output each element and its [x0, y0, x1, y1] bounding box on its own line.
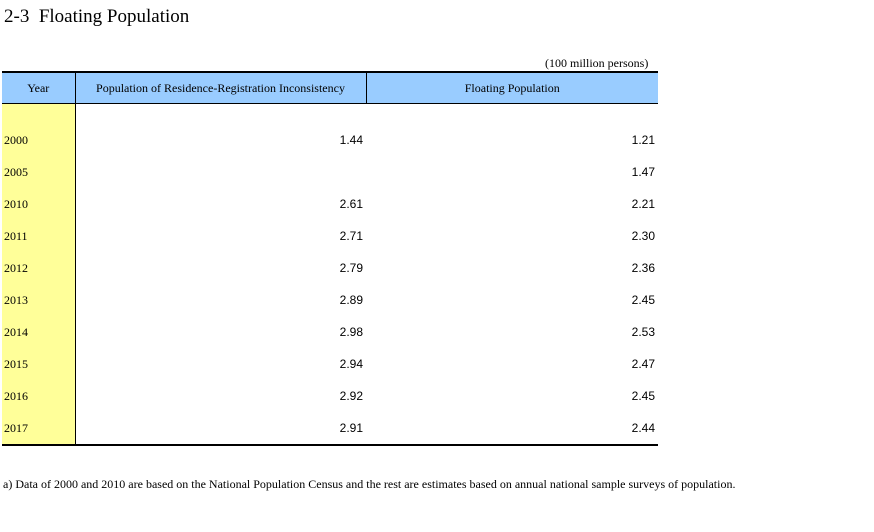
- year-cell: 2010: [2, 188, 76, 220]
- header-inconsistency: Population of Residence-Registration Inc…: [75, 71, 367, 104]
- year-cell: 2005: [2, 156, 76, 188]
- inconsistency-cell: 2.89: [339, 293, 363, 307]
- inconsistency-cell: 2.91: [75, 412, 366, 446]
- inconsistency-cell: 2.94: [339, 357, 363, 371]
- floating-cell: 1.21: [631, 133, 655, 147]
- header-row: Year Population of Residence-Registratio…: [2, 71, 658, 104]
- header-year: Year: [2, 71, 76, 104]
- inconsistency-cell: 2.71: [339, 229, 363, 243]
- inconsistency-cell: 2.98: [339, 325, 363, 339]
- floating-cell: 2.45: [631, 293, 655, 307]
- page-title: 2-3 Floating Population: [4, 6, 190, 27]
- unit-note: (100 million persons): [545, 56, 649, 70]
- table-row: 2013 2.89 2.45: [2, 284, 658, 316]
- floating-cell: 2.44: [366, 412, 658, 446]
- inconsistency-cell: 1.44: [339, 133, 363, 147]
- floating-cell: 2.21: [631, 197, 655, 211]
- table-row: 2010 2.61 2.21: [2, 188, 658, 220]
- inconsistency-cell: [75, 156, 366, 188]
- table-row: 2012 2.79 2.36: [2, 252, 658, 284]
- floating-cell: 2.36: [631, 261, 655, 275]
- year-cell: 2016: [2, 380, 76, 412]
- year-cell: 2011: [2, 220, 76, 252]
- table-row: 2014 2.98 2.53: [2, 316, 658, 348]
- footnote: a) Data of 2000 and 2010 are based on th…: [3, 477, 736, 491]
- inconsistency-cell: 2.61: [339, 197, 363, 211]
- year-cell: 2017: [2, 412, 76, 446]
- year-cell: 2012: [2, 252, 76, 284]
- floating-cell: 2.30: [631, 229, 655, 243]
- inconsistency-cell: 2.92: [339, 389, 363, 403]
- table-row: 2015 2.94 2.47: [2, 348, 658, 380]
- table-row: 2011 2.71 2.30: [2, 220, 658, 252]
- year-cell: 2000: [2, 124, 76, 156]
- inconsistency-cell: 2.79: [339, 261, 363, 275]
- floating-cell: 2.53: [631, 325, 655, 339]
- table-row: 2017 2.91 2.44: [2, 412, 658, 446]
- year-cell: 2013: [2, 284, 76, 316]
- population-table: Year Population of Residence-Registratio…: [2, 71, 658, 446]
- spacer-row: [2, 103, 658, 124]
- year-cell: 2014: [2, 316, 76, 348]
- floating-cell: 2.47: [631, 357, 655, 371]
- floating-cell: 1.47: [631, 165, 655, 179]
- table-row: 2000 1.44 1.21: [2, 124, 658, 156]
- header-floating: Floating Population: [366, 71, 658, 104]
- table-row: 2005 1.47: [2, 156, 658, 188]
- table-row: 2016 2.92 2.45: [2, 380, 658, 412]
- year-cell: 2015: [2, 348, 76, 380]
- floating-cell: 2.45: [631, 389, 655, 403]
